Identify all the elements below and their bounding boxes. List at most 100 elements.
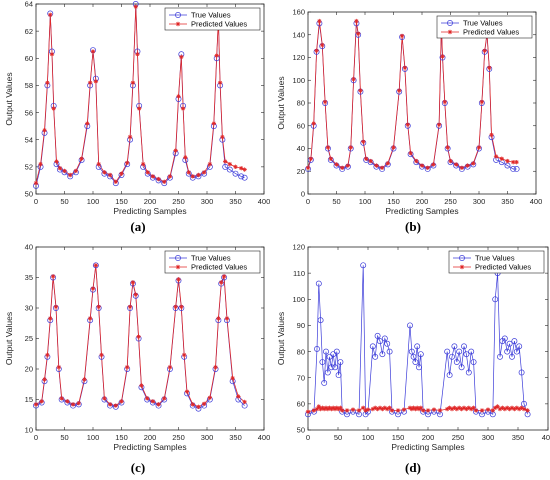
predicted-value-point: [490, 408, 495, 413]
predicted-value-point: [33, 402, 39, 407]
panel-caption: (d): [405, 460, 421, 475]
predicted-value-point: [136, 334, 141, 339]
true-value-point: [384, 340, 391, 347]
predicted-value-point: [119, 399, 124, 404]
predicted-value-point: [305, 409, 311, 414]
true-value-point: [238, 173, 245, 180]
true-value-point: [412, 359, 419, 365]
true-value-point: [321, 379, 328, 386]
predicted-value-point: [408, 150, 413, 156]
predicted-value-point: [53, 304, 59, 309]
predicted-value-point: [385, 406, 390, 412]
predicted-value-point: [445, 145, 450, 150]
true-value-point: [315, 280, 322, 287]
panel-caption: (c): [131, 460, 145, 475]
y-tick-label: 120: [292, 53, 305, 62]
predicted-value-point: [130, 280, 136, 285]
predicted-value-point: [380, 406, 385, 412]
predicted-value-point: [345, 163, 351, 168]
x-tick-label: 250: [172, 433, 185, 442]
legend-box: [164, 7, 261, 31]
legend-label-predicted-values: Predicted Values: [191, 20, 247, 29]
true-value-point: [379, 351, 386, 358]
predicted-value-point: [179, 54, 184, 60]
y-tick-label: 64: [25, 0, 33, 9]
predicted-value-point: [448, 158, 453, 164]
predicted-value-point: [328, 156, 333, 161]
predicted-value-point: [125, 160, 130, 165]
predicted-value-point: [113, 403, 118, 408]
true-value-point: [369, 343, 376, 350]
legend-label-true-values: True Values: [463, 19, 503, 28]
true-value-point: [416, 364, 422, 371]
x-tick-label: 400: [530, 197, 543, 206]
predicted-value-point: [96, 304, 101, 309]
true-value-point: [408, 348, 415, 355]
predicted-value-point: [230, 375, 235, 381]
predicted-value-point: [186, 170, 191, 175]
predicted-value-point: [133, 4, 138, 9]
true-value-point: [407, 322, 413, 329]
predicted-value-point: [38, 161, 43, 167]
predicted-value-point: [473, 408, 479, 413]
predicted-value-point: [482, 48, 487, 53]
x-tick-label: 300: [473, 197, 486, 206]
predicted-value-point: [363, 408, 368, 413]
predicted-value-point: [373, 405, 378, 410]
true-value-point: [386, 348, 393, 355]
predicted-value-point: [421, 408, 426, 413]
y-axis-label: Output Values: [4, 72, 14, 125]
y-tick-label: 50: [25, 190, 33, 199]
x-tick-label: 400: [542, 433, 550, 442]
predicted-value-point: [476, 145, 482, 150]
predicted-value-point: [207, 161, 213, 167]
predicted-value-point: [355, 31, 361, 36]
true-value-point: [449, 353, 455, 360]
predicted-value-point: [370, 406, 375, 412]
predicted-value-point: [314, 48, 319, 53]
predicted-value-point: [65, 399, 70, 404]
predicted-value-point: [485, 407, 491, 412]
predicted-value-point: [49, 52, 55, 57]
predicted-value-point: [437, 408, 443, 413]
x-tick-label: 100: [362, 433, 375, 442]
x-tick-label: 200: [422, 433, 435, 442]
predicted-value-point: [39, 399, 44, 404]
predicted-value-point: [33, 180, 39, 186]
y-tick-label: 90: [297, 321, 305, 330]
predicted-value-point: [365, 407, 371, 412]
predicted-value-point: [350, 407, 356, 412]
x-tick-label: 50: [332, 197, 340, 206]
y-tick-label: 20: [297, 167, 305, 176]
predicted-value-point: [85, 121, 90, 126]
predicted-value-point: [354, 18, 359, 24]
predicted-value-point: [127, 134, 133, 140]
predicted-value-point: [401, 407, 407, 412]
legend-label-true-values: True Values: [191, 254, 231, 263]
predicted-value-point: [82, 377, 87, 382]
true-value-point: [470, 359, 477, 365]
x-tick-label: 250: [172, 197, 185, 206]
predicted-value-point: [135, 52, 140, 57]
panel-a: 0 50 100 150 200 250 300 350 4005052545658606264…: [4, 0, 270, 234]
predicted-value-point: [509, 405, 515, 410]
true-value-point: [324, 369, 331, 376]
x-tick-label: 0: [34, 197, 38, 206]
legend-marker-true-values: [175, 12, 181, 18]
x-tick-label: 200: [416, 197, 429, 206]
predicted-value-point: [511, 159, 516, 165]
x-tick-label: 250: [444, 197, 457, 206]
predicted-value-point: [497, 406, 503, 412]
legend-label-predicted-values: Predicted Values: [191, 263, 247, 272]
true-value-point: [360, 262, 367, 269]
predicted-value-point: [173, 304, 178, 309]
true-value-point: [513, 166, 520, 172]
x-axis-label: Predicting Samples: [113, 206, 186, 216]
panel-d: 0501001502002503003504005060708090100110…: [276, 243, 550, 475]
predicted-value-point: [459, 165, 465, 171]
true-value-point: [468, 348, 475, 355]
predicted-value-point: [382, 405, 387, 410]
y-tick-label: 70: [297, 373, 305, 382]
true-value-point: [506, 340, 513, 347]
